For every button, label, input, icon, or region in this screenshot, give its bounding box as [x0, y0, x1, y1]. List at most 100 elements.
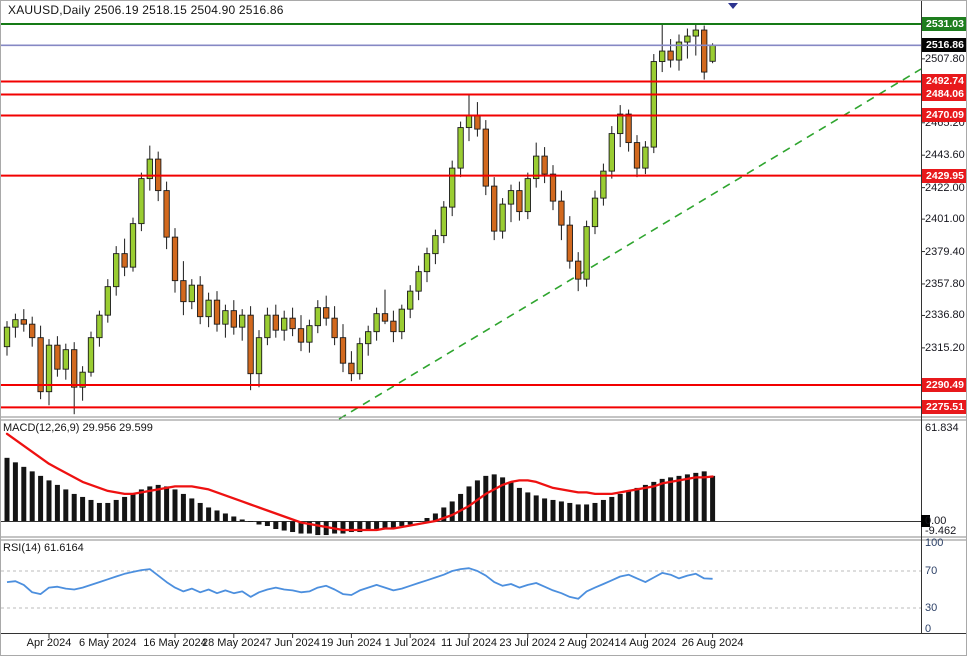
macd-histogram-bar [449, 501, 455, 521]
candle-body [188, 284, 195, 303]
macd-histogram-bar [138, 489, 144, 521]
candle-body [146, 158, 153, 180]
candle-body [205, 299, 212, 318]
macd-histogram-bar [617, 493, 623, 521]
candle-body [415, 271, 422, 292]
macd-histogram-bar [609, 496, 615, 521]
macd-histogram-bar [105, 502, 111, 521]
candle-body [71, 349, 78, 388]
candle-body [306, 325, 313, 343]
rsi-indicator-label: RSI(14) 61.6164 [3, 542, 84, 554]
candle-body [3, 326, 11, 348]
candle-body [709, 44, 716, 62]
candle-body [650, 61, 657, 148]
macd-histogram-bar [248, 521, 254, 522]
candle-body [390, 320, 397, 333]
candle-body [281, 317, 288, 331]
macd-histogram-bar [4, 457, 10, 521]
macd-histogram-bar [592, 502, 598, 521]
macd-histogram-bar [96, 502, 102, 521]
macd-histogram-bar [357, 521, 363, 533]
macd-histogram-bar [525, 492, 531, 521]
macd-histogram-bar [483, 475, 489, 521]
candle-body [323, 307, 330, 319]
macd-histogram-bar [298, 521, 304, 534]
macd-histogram-bar [315, 521, 321, 536]
candle-body [381, 313, 389, 322]
candle-body [583, 226, 590, 280]
candle-body [54, 344, 61, 370]
candle-body [524, 178, 531, 213]
macd-histogram-bar [46, 480, 52, 521]
candle-body [138, 178, 145, 225]
candle-body [591, 197, 599, 228]
macd-histogram-bar [458, 493, 464, 521]
rsi-line [6, 567, 713, 600]
chart-title: XAUUSD,Daily 2506.19 2518.15 2504.90 251… [8, 3, 284, 17]
candle-body [625, 113, 632, 144]
trendline [338, 68, 922, 420]
macd-histogram-bar [340, 521, 346, 534]
candle-body [575, 260, 582, 280]
macd-histogram-bar [584, 504, 590, 521]
macd-histogram-bar [466, 486, 472, 521]
macd-histogram-bar [626, 490, 632, 521]
candle-body [255, 337, 263, 375]
macd-histogram-bar [365, 521, 371, 531]
candle-body [239, 314, 246, 328]
candle-body [356, 343, 363, 375]
candle-body [659, 50, 666, 63]
macd-histogram-bar [600, 499, 606, 521]
candle-body [104, 286, 111, 316]
macd-histogram-bar [180, 493, 186, 521]
macd-histogram-bar [273, 521, 279, 530]
candle-body [121, 253, 128, 268]
macd-histogram-bar [281, 521, 287, 531]
macd-histogram-bar [575, 504, 581, 521]
macd-histogram-bar [676, 475, 682, 521]
candle-body [474, 115, 481, 130]
macd-histogram-bar [80, 496, 86, 521]
macd-histogram-bar [693, 472, 699, 521]
candle-body [37, 337, 44, 393]
candle-body [566, 224, 573, 262]
macd-histogram-bar [558, 501, 564, 521]
macd-histogram-bar [533, 495, 539, 521]
macd-histogram-bar [122, 496, 128, 521]
candle-body [667, 50, 674, 61]
candle-body [365, 331, 372, 345]
candle-body [163, 190, 170, 238]
candle-body [96, 314, 103, 339]
macd-histogram-bar [374, 521, 380, 531]
candle-body [608, 133, 615, 172]
candle-body [423, 253, 431, 273]
macd-histogram-bar [407, 521, 413, 525]
macd-histogram-bar [323, 521, 329, 536]
candle-body [339, 337, 347, 364]
candle-body [29, 323, 36, 339]
candle-body [642, 146, 649, 169]
candle-body [222, 310, 229, 325]
macd-histogram-bar [306, 521, 312, 534]
macd-histogram-bar [441, 507, 447, 521]
candle-body [533, 155, 540, 180]
macd-histogram-bar [172, 489, 178, 521]
macd-histogram-bar [206, 507, 212, 521]
macd-histogram-bar [424, 517, 430, 521]
candle-body [79, 371, 86, 388]
candle-body [499, 203, 506, 232]
candle-body [289, 317, 296, 330]
candle-body [373, 313, 380, 333]
candle-body [457, 127, 464, 169]
candle-body [264, 314, 271, 339]
macd-histogram-bar [155, 484, 161, 521]
macd-histogram-bar [54, 484, 60, 521]
candle-body [701, 29, 708, 73]
candle-body [171, 236, 179, 282]
macd-histogram-bar [214, 510, 220, 521]
candle-body [440, 206, 447, 237]
candle-body [549, 173, 557, 202]
chart-shift-marker-icon[interactable] [728, 3, 738, 9]
